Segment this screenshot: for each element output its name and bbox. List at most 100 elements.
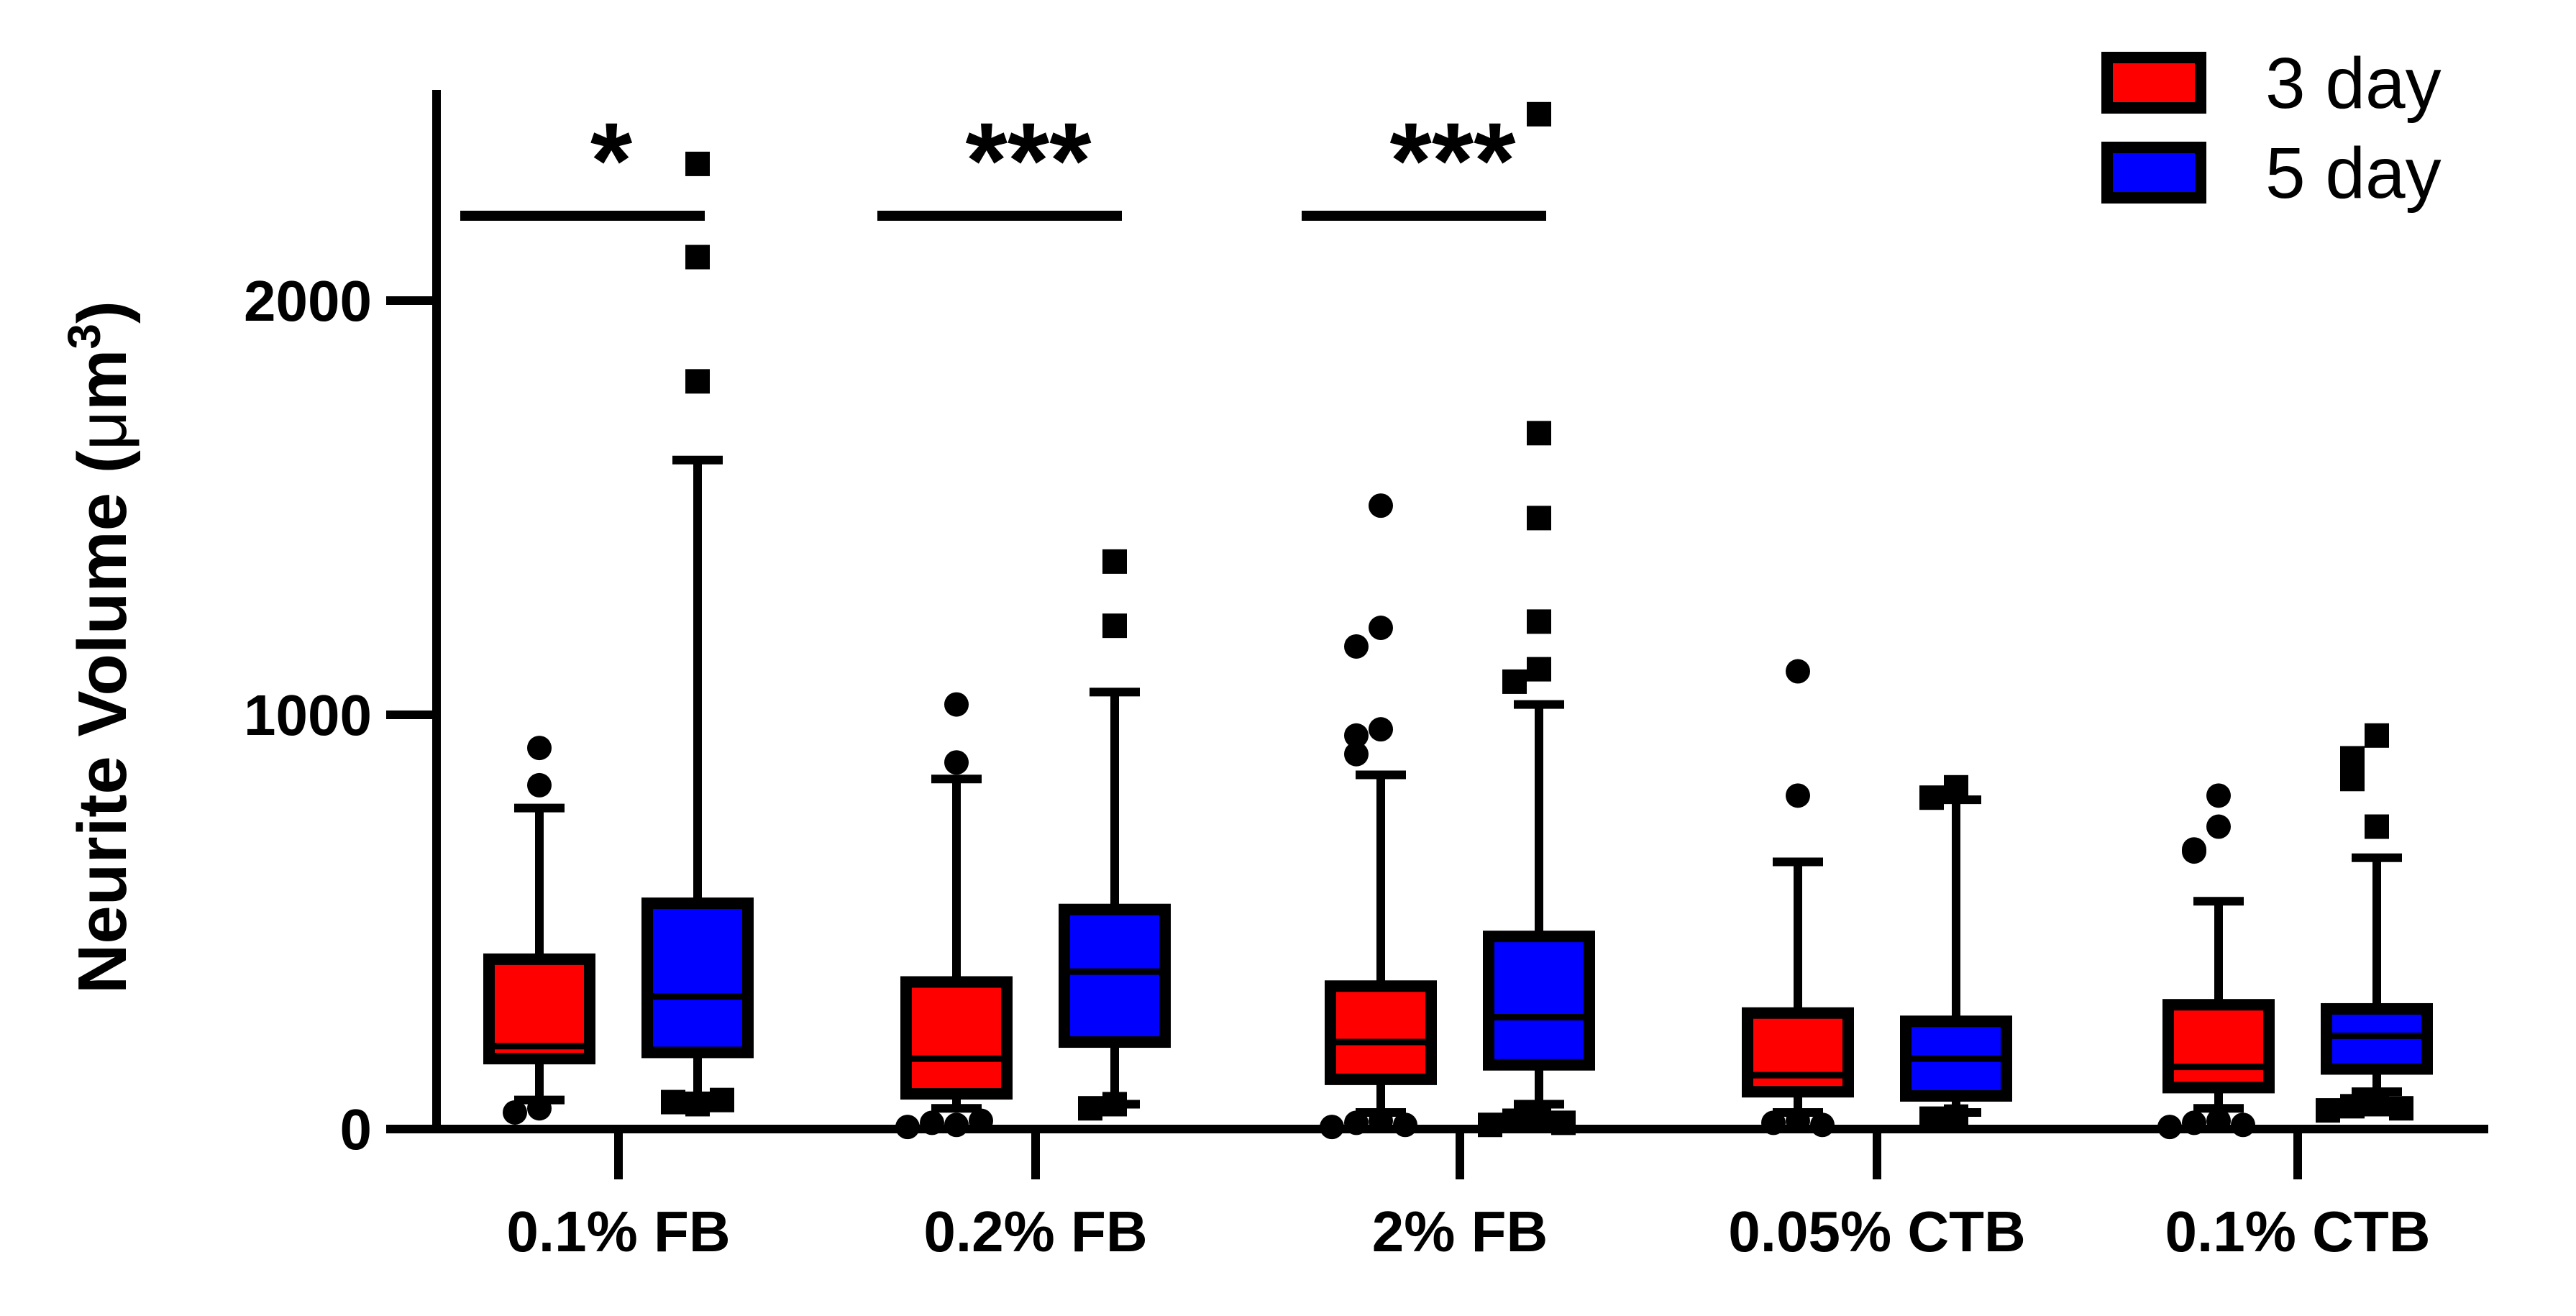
outlier-point <box>1527 506 1551 531</box>
outlier-point <box>1369 616 1393 641</box>
box-group <box>1320 493 1437 1140</box>
axes <box>386 90 2488 1133</box>
outlier-point <box>1527 101 1551 127</box>
significance-label: * <box>590 100 633 221</box>
outlier-point <box>1810 1112 1835 1138</box>
outlier-point <box>2316 1098 2340 1123</box>
outlier-point <box>1369 493 1393 518</box>
y-axis-label-mu: μ <box>64 411 141 450</box>
legend-label: 5 day <box>2265 133 2442 214</box>
outlier-point <box>1344 741 1369 767</box>
outlier-point <box>1919 785 1944 810</box>
outlier-point <box>2182 1110 2206 1135</box>
box-group <box>1900 774 2012 1131</box>
box-iqr <box>1742 1007 1854 1098</box>
outlier-point <box>661 1089 685 1115</box>
outlier-point <box>1344 1110 1369 1135</box>
outlier-point <box>2206 814 2231 839</box>
outlier-point <box>920 1110 944 1135</box>
outlier-point <box>2365 814 2389 839</box>
outlier-point <box>685 151 710 176</box>
box-group <box>895 692 1013 1140</box>
outlier-point <box>2340 746 2365 771</box>
box-iqr <box>1059 903 1171 1048</box>
y-axis-label: Neurite Volume (μm3) <box>58 301 141 994</box>
x-tick-label: 0.2% FB <box>923 1200 1147 1264</box>
y-tick-label: 1000 <box>244 683 372 747</box>
box-iqr <box>900 976 1013 1100</box>
box-iqr <box>483 953 595 1065</box>
outlier-point <box>2389 1096 2413 1121</box>
outlier-point <box>685 1092 710 1117</box>
outlier-point <box>527 1096 552 1121</box>
outlier-point <box>1078 1096 1102 1121</box>
outlier-point <box>1393 1112 1417 1138</box>
outlier-point <box>1551 1110 1576 1135</box>
x-tick-label: 0.05% CTB <box>1728 1200 2025 1264</box>
outlier-point <box>1369 1108 1393 1133</box>
box-group <box>1742 659 1854 1138</box>
outlier-point <box>1527 609 1551 634</box>
outlier-point <box>1919 1106 1944 1131</box>
outlier-point <box>1344 634 1369 659</box>
outlier-point <box>944 1112 969 1138</box>
y-tick-label: 2000 <box>244 269 372 333</box>
y-axis-label-exponent: 3 <box>58 324 110 349</box>
outlier-point <box>2206 783 2231 808</box>
outlier-point <box>1786 659 1810 684</box>
outlier-point <box>895 1115 920 1140</box>
box-iqr <box>1325 980 1437 1085</box>
outlier-point <box>527 772 552 798</box>
x-tick-label: 0.1% FB <box>506 1200 730 1264</box>
outlier-point <box>2182 839 2206 864</box>
box-group <box>2157 783 2275 1140</box>
y-axis-label-unit: m <box>64 349 141 411</box>
outlier-point <box>527 736 552 761</box>
outlier-point <box>2340 767 2365 792</box>
outlier-point <box>1527 657 1551 682</box>
x-tick-label: 0.1% CTB <box>2165 1200 2431 1264</box>
outlier-point <box>2340 1094 2365 1119</box>
box-iqr <box>641 897 754 1059</box>
outlier-point <box>503 1100 527 1125</box>
y-ticks: 0 1000 2000 <box>244 269 437 1161</box>
significance-label: *** <box>1389 100 1516 221</box>
box-group <box>1059 549 1171 1121</box>
outlier-point <box>1944 1104 1968 1129</box>
legend-swatch <box>2101 52 2206 114</box>
box-group <box>2316 723 2433 1123</box>
outlier-point <box>2206 1108 2231 1133</box>
y-axis-label-group: Neurite Volume (μm3) <box>58 301 141 994</box>
outlier-point <box>1786 1108 1810 1133</box>
outlier-point <box>2157 1115 2182 1140</box>
y-axis-label-text: Neurite Volume ( <box>64 450 141 994</box>
outlier-point <box>2365 723 2389 748</box>
outlier-point <box>1944 774 1968 800</box>
outlier-point <box>1344 723 1369 748</box>
outlier-point <box>1102 1092 1127 1117</box>
outlier-point <box>1369 717 1393 742</box>
y-axis-label-close: ) <box>64 301 141 324</box>
x-ticks: 0.1% FB 0.2% FB 2% FB 0.05% CTB 0.1% CTB <box>506 1129 2430 1264</box>
box-group <box>483 736 595 1125</box>
outlier-point <box>944 750 969 775</box>
outlier-point <box>685 369 710 394</box>
outlier-point <box>1320 1115 1344 1140</box>
legend: 3 day 5 day <box>2101 43 2442 214</box>
box-iqr <box>1483 931 1595 1071</box>
outlier-point <box>1786 783 1810 808</box>
outlier-point <box>1478 1112 1502 1138</box>
outlier-point <box>944 692 969 717</box>
box-iqr <box>2162 999 2275 1094</box>
outlier-point <box>710 1087 734 1112</box>
x-tick-label: 2% FB <box>1372 1200 1548 1264</box>
box-group <box>1478 101 1595 1138</box>
outlier-point <box>1527 421 1551 446</box>
outlier-point <box>2365 1092 2389 1117</box>
outlier-point <box>1502 669 1527 694</box>
outlier-point <box>1102 613 1127 639</box>
outlier-point <box>1527 1104 1551 1129</box>
boxes <box>483 101 2433 1140</box>
outlier-point <box>1502 1108 1527 1133</box>
